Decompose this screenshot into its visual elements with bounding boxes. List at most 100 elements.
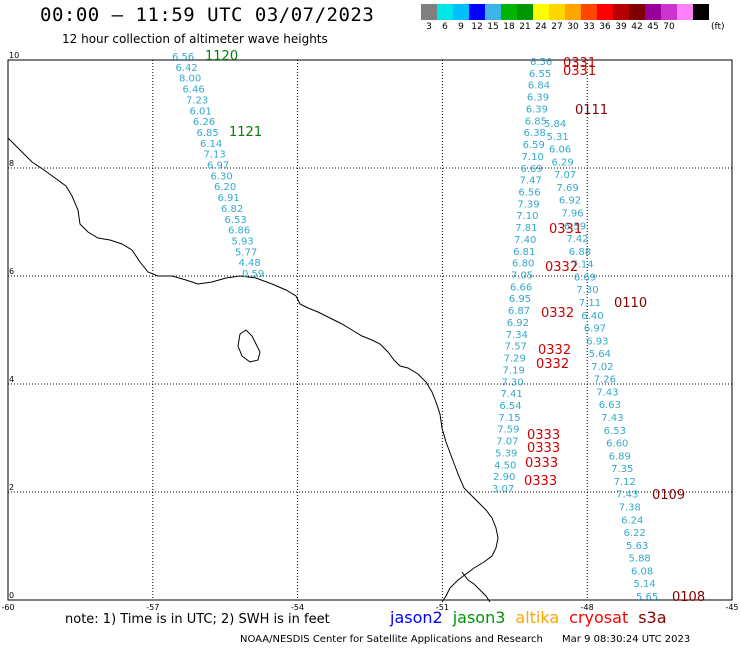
wave-height-value: 7.26 [594, 375, 616, 386]
wave-height-value: 6.63 [599, 400, 621, 411]
pass-label: 0332 [538, 343, 571, 358]
wave-height-value: 5.93 [232, 236, 254, 247]
wave-height-value: 6.56 [518, 187, 540, 198]
pass-label: 0333 [527, 428, 560, 443]
wave-height-value: 6.92 [559, 196, 581, 207]
satellite-legend-item: jason3 [452, 608, 506, 627]
pass-label: 0332 [541, 306, 574, 321]
page-subtitle: 12 hour collection of altimeter wave hei… [62, 32, 328, 46]
wave-height-value: 6.95 [509, 294, 531, 305]
altimeter-tracks: 6.566.428.006.467.236.016.266.856.147.13… [172, 52, 658, 603]
wave-height-value: 7.35 [611, 464, 633, 475]
wave-height-value: 6.39 [527, 93, 549, 104]
axis-tick-labels: -60 -57 -54 -51 -48 -45 0 2 4 6 8 10 [1, 51, 738, 612]
legend-swatch [565, 4, 581, 20]
wave-height-value: 7.59 [497, 425, 519, 436]
wave-height-value: 6.84 [528, 81, 550, 92]
legend-swatch [613, 4, 629, 20]
legend-swatch [661, 4, 677, 20]
wave-height-value: 7.42 [566, 234, 588, 245]
pass-label: 0109 [652, 488, 685, 503]
wave-height-value: 7.43 [601, 413, 623, 424]
wave-height-value: 6.38 [524, 128, 546, 139]
wave-height-value: 6.22 [624, 528, 646, 539]
coastline-path [7, 137, 499, 603]
pass-label: 0333 [527, 441, 560, 456]
legend-tick-label: 15 [487, 22, 499, 32]
legend-swatch [421, 4, 437, 20]
legend-tick-label: 3 [426, 22, 432, 32]
legend-tick-label: 27 [551, 22, 563, 32]
wave-height-value: 7.57 [505, 342, 527, 353]
wave-height-value: 6.14 [200, 139, 222, 150]
wave-height-value: 6.93 [586, 336, 608, 347]
pass-label: 0333 [525, 456, 558, 471]
wave-height-value: 6.69 [574, 272, 596, 283]
wave-height-value: 6.97 [207, 161, 229, 172]
wave-height-value: 6.55 [529, 69, 551, 80]
legend-tick-label: 33 [583, 22, 595, 32]
wave-height-value: 3.07 [492, 484, 514, 495]
wave-height-value: 6.97 [584, 324, 606, 335]
wave-height-value: 6.01 [190, 106, 212, 117]
legend-tick-labels: 3 6 9 12 15 18 21 24 27 30 33 36 39 42 45 70 [421, 22, 709, 32]
x-tick-label: -60 [1, 603, 14, 612]
wave-height-value: 6.85 [197, 128, 219, 139]
legend-tick-label: 18 [503, 22, 515, 32]
wave-height-value: 6.60 [606, 439, 628, 450]
wave-height-value: 5.88 [629, 554, 651, 565]
wave-height-value: 7.43 [596, 387, 618, 398]
wave-height-value: 6.86 [228, 226, 250, 237]
wave-height-value: 6.87 [508, 306, 530, 317]
x-tick-label: -57 [146, 603, 159, 612]
wave-height-value: 6.39 [526, 104, 548, 115]
wave-height-value: 4.48 [239, 258, 261, 269]
wave-height-value: 6.56 [172, 52, 194, 63]
wave-height-value: 6.53 [604, 426, 626, 437]
wave-height-value: 0.59 [242, 269, 264, 280]
pass-label: 0111 [575, 103, 608, 118]
legend-swatch [581, 4, 597, 20]
wave-height-value: 7.38 [619, 503, 641, 514]
note-text: note: 1) Time is in UTC; 2) SWH is in fe… [65, 612, 330, 627]
legend-tick-label: 36 [599, 22, 611, 32]
wave-height-value: 7.81 [515, 223, 537, 234]
legend-swatch [485, 4, 501, 20]
wave-height-value: 7.07 [496, 437, 518, 448]
wave-height-value: 6.30 [211, 171, 233, 182]
wave-height-value: 6.29 [551, 157, 573, 168]
pass-label: 1120 [205, 49, 238, 64]
legend-tick-label: 70 [663, 22, 675, 32]
wave-height-value: 5.14 [634, 579, 656, 590]
delta-outline [461, 571, 491, 603]
wave-height-value: 7.43 [616, 490, 638, 501]
wave-height-value: 5.63 [626, 541, 648, 552]
legend-swatches [421, 4, 709, 20]
footer: NOAA/NESDIS Center for Satellite Applica… [240, 634, 690, 645]
satellite-legend-item: jason2 [390, 608, 443, 627]
wave-height-value: 7.39 [517, 199, 539, 210]
wave-height-value: 7.34 [506, 330, 528, 341]
wave-height-value: 5.84 [544, 119, 566, 130]
page-title: 00:00 – 11:59 UTC 03/07/2023 [40, 4, 375, 26]
wave-height-value: 6.54 [499, 401, 521, 412]
legend-tick-label: 6 [442, 22, 448, 32]
y-tick-label: 10 [9, 51, 19, 60]
wave-height-value: 7.15 [498, 413, 520, 424]
pass-labels: 1120112103310331011103310332011003320332… [205, 49, 705, 605]
wave-height-value: 6.81 [513, 247, 535, 258]
wave-height-value: 7.07 [554, 170, 576, 181]
legend-swatch [533, 4, 549, 20]
legend-swatch [437, 4, 453, 20]
pass-label: 0331 [563, 56, 596, 71]
wave-height-value: 7.40 [514, 235, 536, 246]
wave-height-value: 6.89 [609, 451, 631, 462]
wave-height-value: 8.00 [179, 74, 201, 85]
wave-height-value: 6.08 [631, 566, 653, 577]
wave-height-value: 6.80 [512, 259, 534, 270]
wave-height-value: 4.50 [494, 460, 516, 471]
pass-label: 0110 [614, 296, 647, 311]
wave-height-value: 6.85 [525, 116, 547, 127]
wave-height-value: 6.56 [530, 57, 552, 68]
wave-height-value: 7.29 [504, 354, 526, 365]
